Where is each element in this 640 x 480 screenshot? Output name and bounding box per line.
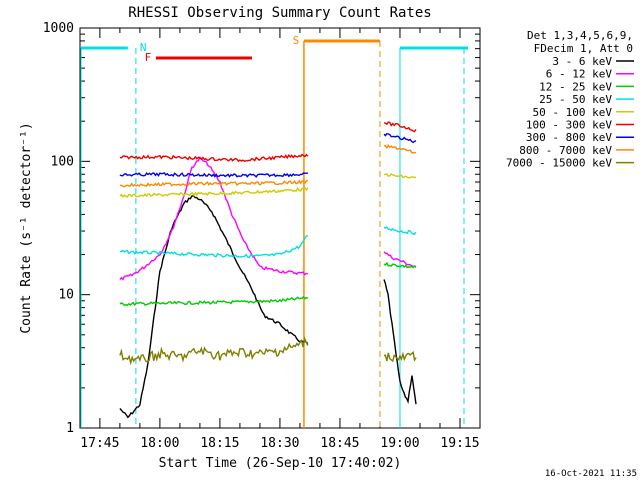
- legend-header-line-1: Det 1,3,4,5,6,9,: [527, 29, 633, 42]
- x-tick-label: 19:00: [380, 436, 419, 451]
- x-tick-label: 18:00: [140, 436, 179, 451]
- series-line-50-100-kev: [119, 186, 309, 198]
- y-axis: 1 10 100 1000: [43, 21, 480, 436]
- legend-label: 3 - 6 keV: [552, 55, 612, 68]
- series-line-7000-15000-kev: [383, 350, 417, 363]
- series-line-12-25-kev: [119, 295, 309, 307]
- y-tick-label: 100: [51, 154, 74, 169]
- legend-row: 25 - 50 keV: [539, 93, 634, 106]
- legend-label: 100 - 300 keV: [526, 119, 612, 132]
- segment-label-s: S: [293, 34, 300, 47]
- legend-row: 3 - 6 keV: [552, 55, 634, 68]
- series-100-300-kev: [119, 121, 417, 163]
- series-line-50-100-kev: [383, 173, 417, 179]
- segment-label-f: F: [145, 51, 152, 64]
- series-line-3-6-kev: [119, 195, 309, 419]
- legend-row: 800 - 7000 keV: [519, 144, 634, 157]
- y-tick-label: 10: [58, 288, 74, 303]
- series-line-100-300-kev: [119, 153, 309, 163]
- x-axis-label: Start Time (26-Sep-10 17:40:02): [159, 456, 402, 471]
- legend-label: 7000 - 15000 keV: [506, 157, 612, 170]
- series-line-12-25-kev: [383, 261, 417, 269]
- series-line-800-7000-kev: [119, 179, 308, 188]
- series-800-7000-kev: [119, 144, 417, 188]
- x-tick-label: 18:45: [320, 436, 359, 451]
- series-line-6-12-kev: [119, 156, 309, 281]
- observing-segments: NF S: [80, 34, 468, 428]
- timestamp: 16-Oct-2021 11:35: [545, 469, 637, 479]
- series-12-25-kev: [119, 261, 417, 307]
- series-3-6-kev: [119, 195, 417, 419]
- series-6-12-kev: [119, 156, 417, 281]
- segment-label-n: N: [140, 41, 147, 54]
- x-tick-label: 18:30: [260, 436, 299, 451]
- series-line-25-50-kev: [383, 226, 417, 236]
- legend-label: 300 - 800 keV: [526, 131, 612, 144]
- series-line-3-6-kev: [383, 279, 417, 405]
- series-line-6-12-kev: [383, 251, 417, 268]
- series-line-300-800-kev: [119, 172, 309, 178]
- legend-label: 6 - 12 keV: [546, 68, 613, 81]
- series-layer: [119, 121, 417, 419]
- legend-label: 12 - 25 keV: [539, 80, 612, 93]
- series-line-25-50-kev: [119, 234, 309, 259]
- series-line-7000-15000-kev: [119, 336, 309, 366]
- legend: Det 1,3,4,5,6,9, FDecim 1, Att 0 3 - 6 k…: [506, 29, 634, 170]
- x-tick-label: 18:15: [200, 436, 239, 451]
- legend-row: 50 - 100 keV: [533, 106, 634, 119]
- series-7000-15000-kev: [119, 336, 417, 366]
- legend-label: 800 - 7000 keV: [519, 144, 612, 157]
- series-50-100-kev: [119, 173, 417, 198]
- series-25-50-kev: [119, 226, 417, 259]
- x-tick-label: 17:45: [80, 436, 119, 451]
- y-tick-label: 1: [66, 421, 74, 436]
- series-line-100-300-kev: [383, 121, 417, 133]
- legend-label: 25 - 50 keV: [539, 93, 612, 106]
- series-line-800-7000-kev: [383, 144, 417, 154]
- x-axis: 17:45 18:00 18:15 18:30 18:45 19:00 19:15: [80, 28, 481, 451]
- x-tick-label: 19:15: [440, 436, 479, 451]
- legend-label: 50 - 100 keV: [533, 106, 613, 119]
- legend-row: 12 - 25 keV: [539, 80, 634, 93]
- legend-header-line-2: FDecim 1, Att 0: [534, 42, 633, 55]
- legend-row: 7000 - 15000 keV: [506, 157, 634, 170]
- y-axis-label: Count Rate (s⁻¹ detector⁻¹): [19, 122, 34, 333]
- legend-row: 6 - 12 keV: [546, 68, 634, 81]
- legend-row: 100 - 300 keV: [526, 119, 634, 132]
- y-tick-label: 1000: [43, 21, 74, 36]
- series-line-300-800-kev: [383, 132, 417, 144]
- series-300-800-kev: [119, 132, 417, 178]
- chart-title: RHESSI Observing Summary Count Rates: [128, 5, 431, 21]
- legend-row: 300 - 800 keV: [526, 131, 634, 144]
